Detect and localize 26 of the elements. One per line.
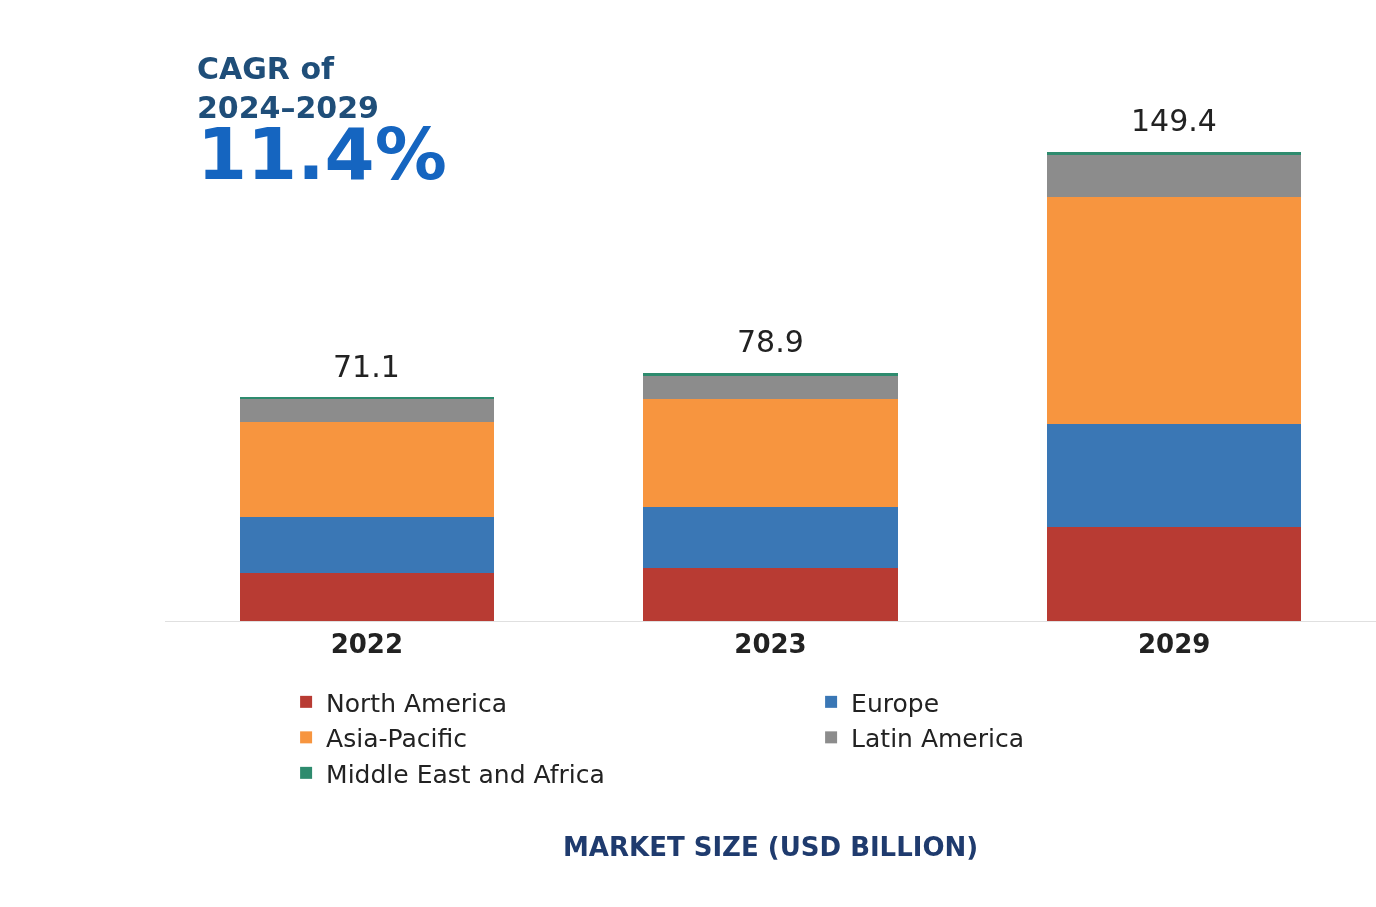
x-tick-label: 2023 — [734, 629, 807, 660]
x-tick-label: 2022 — [330, 629, 404, 660]
bar — [239, 516, 494, 574]
bar — [643, 375, 898, 400]
bar — [643, 399, 898, 507]
legend-label: Middle East and Africa — [326, 759, 605, 789]
bar — [643, 568, 898, 621]
bar — [239, 398, 494, 423]
bar — [1047, 155, 1302, 197]
annotation: 71.1 — [333, 349, 400, 384]
bar — [643, 506, 898, 569]
text: MARKET SIZE (USD BILLION) — [563, 832, 979, 862]
legend-label: Europe — [851, 688, 940, 718]
annotation: 149.4 — [1131, 103, 1217, 138]
legend-label: Asia-Pacific — [326, 724, 467, 754]
bar — [239, 573, 494, 621]
legend-label: North America — [326, 688, 508, 718]
bar — [239, 422, 494, 517]
bar — [1047, 526, 1302, 621]
bar — [643, 373, 898, 376]
x-tick-label: 2029 — [1137, 629, 1211, 660]
bar — [1047, 423, 1302, 527]
legend-label: Latin America — [851, 724, 1025, 754]
bar — [1047, 196, 1302, 424]
bar — [1047, 152, 1302, 156]
annotation: 78.9 — [737, 324, 804, 359]
